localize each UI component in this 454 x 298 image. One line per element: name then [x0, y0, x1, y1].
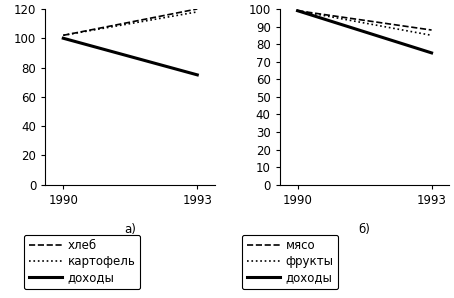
Text: б): б)	[359, 224, 370, 236]
Text: а): а)	[124, 224, 136, 236]
Legend: хлеб, картофель, доходы: хлеб, картофель, доходы	[24, 235, 140, 289]
Legend: мясо, фрукты, доходы: мясо, фрукты, доходы	[242, 235, 338, 289]
